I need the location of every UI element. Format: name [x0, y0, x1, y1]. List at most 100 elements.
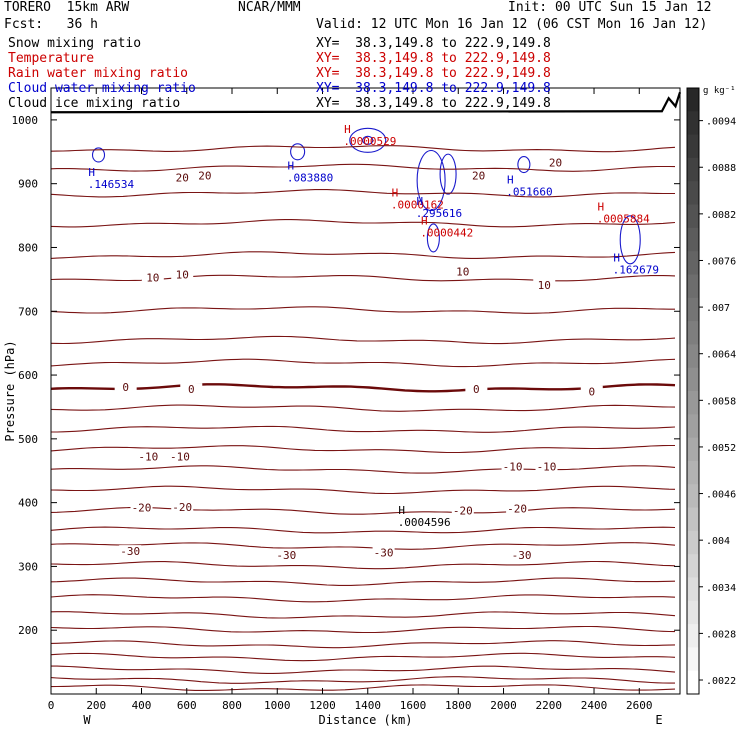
y-tick-label: 600: [18, 369, 38, 382]
max-marker: H: [392, 186, 399, 199]
colorbar-segment: [687, 157, 699, 182]
colorbar-segment: [687, 437, 699, 462]
isotherm-10: [50, 404, 676, 412]
isotherm-11: [51, 425, 676, 433]
field-name-cloud-ice: Cloud ice mixing ratio: [8, 96, 181, 111]
temperature-label-bg: [171, 501, 194, 514]
temperature-label: 0: [122, 381, 129, 394]
cloud-water-contour: [362, 135, 374, 145]
temperature-label-bg: [275, 548, 298, 561]
max-marker: H: [288, 159, 295, 172]
max-value-label: .0000442: [420, 226, 473, 239]
cloud-water-contour: [416, 149, 446, 212]
temperature-label-bg: [535, 460, 558, 473]
y-tick-label: 500: [18, 433, 38, 446]
field-xy-cloud-water: XY= 38.3,149.8 to 222.9,149.8: [316, 81, 551, 96]
y-tick-label: 300: [18, 560, 38, 573]
temperature-label-bg: [465, 383, 488, 396]
field-name-temperature: Temperature: [8, 51, 95, 66]
colorbar-segment: [687, 554, 699, 578]
colorbar-segment: [687, 181, 699, 206]
x-tick-label: 1000: [264, 699, 291, 712]
temperature-label-bg: [372, 546, 395, 559]
x-tick-label: 1400: [355, 699, 382, 712]
temperature-label-bg: [180, 383, 203, 396]
x-axis-title: Distance (km): [319, 713, 413, 727]
colorbar-segment: [687, 647, 699, 672]
temperature-label: 0: [588, 386, 595, 399]
cloud-water-contour: [349, 127, 387, 153]
x-tick-label: 0: [48, 699, 55, 712]
temperature-label: 0: [473, 383, 480, 396]
isotherm-23: [50, 640, 676, 649]
colorbar-segment: [687, 297, 699, 322]
isotherm-13: [50, 465, 676, 474]
colorbar-segment: [687, 321, 699, 345]
colorbar-tick-label: .0028: [706, 629, 736, 640]
max-value-label: .0000529: [343, 135, 396, 148]
temperature-label: 10: [538, 279, 551, 292]
isotherm-17: [50, 542, 676, 550]
temperature-label-bg: [501, 460, 524, 473]
y-tick-label: 900: [18, 178, 38, 191]
field-xy-rain-water: XY= 38.3,149.8 to 222.9,149.8: [316, 66, 551, 81]
temperature-label-bg: [451, 265, 474, 278]
colorbar-segment: [687, 274, 699, 299]
plot-frame: [50, 87, 681, 695]
colorbar-segment: [687, 600, 699, 625]
max-value-label: .0000162: [391, 198, 444, 211]
colorbar-frame: [686, 87, 700, 695]
temperature-label-bg: [137, 450, 160, 463]
colorbar-tick-label: .0046: [706, 490, 736, 501]
temperature-label: 0: [188, 383, 195, 396]
plot-area: [51, 88, 680, 694]
max-marker: H: [88, 166, 95, 179]
y-tick-label: 800: [18, 241, 38, 254]
x-tick-label: 1800: [445, 699, 472, 712]
x-tick-label: 1600: [400, 699, 427, 712]
max-value-label: .162679: [613, 263, 659, 276]
field-xy-cloud-ice: XY= 38.3,149.8 to 222.9,149.8: [316, 96, 551, 111]
isotherm-6: [50, 306, 675, 314]
x-tick-label: 2000: [490, 699, 517, 712]
cloud-water-contour: [91, 147, 106, 163]
isotherm-zero: [50, 383, 676, 393]
colorbar-segment: [687, 111, 699, 136]
max-value-label: .146534: [88, 178, 135, 191]
temperature-label-bg: [544, 156, 567, 169]
max-marker: H: [416, 195, 423, 208]
temperature-label-bg: [533, 279, 556, 292]
colorbar-segment: [687, 227, 699, 252]
temperature-label: -20: [132, 502, 152, 515]
colorbar-tick-label: .0094: [706, 117, 736, 128]
temperature-label: 20: [176, 171, 189, 184]
max-marker: H: [421, 214, 428, 227]
isotherm-24: [50, 652, 676, 662]
temperature-label: 20: [198, 169, 211, 182]
isotherm-1: [50, 163, 676, 172]
temperature-label-bg: [119, 545, 142, 558]
temperature-label-bg: [467, 169, 490, 182]
max-value-label: .295616: [416, 207, 462, 220]
colorbar-tick-label: .0022: [706, 676, 736, 687]
temperature-label: 20: [549, 157, 562, 170]
max-value-label: .083880: [287, 171, 333, 184]
temperature-label: -10: [503, 460, 523, 473]
colorbar-segment: [687, 507, 699, 532]
max-value-label: .051660: [506, 186, 552, 199]
max-marker: H: [507, 174, 514, 187]
colorbar-segment: [687, 484, 699, 509]
temperature-label-bg: [580, 385, 603, 398]
field-name-rain-water: Rain water mixing ratio: [8, 66, 189, 81]
colorbar-tick-label: .0058: [706, 396, 736, 407]
isotherm-19: [50, 577, 676, 586]
colorbar-segment: [687, 624, 699, 648]
colorbar-segment: [687, 204, 699, 229]
field-name-cloud-water: Cloud water mixing ratio: [8, 81, 196, 96]
field-xy-temperature: XY= 38.3,149.8 to 222.9,149.8: [316, 51, 551, 66]
colorbar-tick-label: .0034: [706, 583, 736, 594]
isotherm-18: [50, 560, 676, 570]
isotherm-15: [50, 506, 676, 515]
east-label: E: [655, 713, 662, 727]
